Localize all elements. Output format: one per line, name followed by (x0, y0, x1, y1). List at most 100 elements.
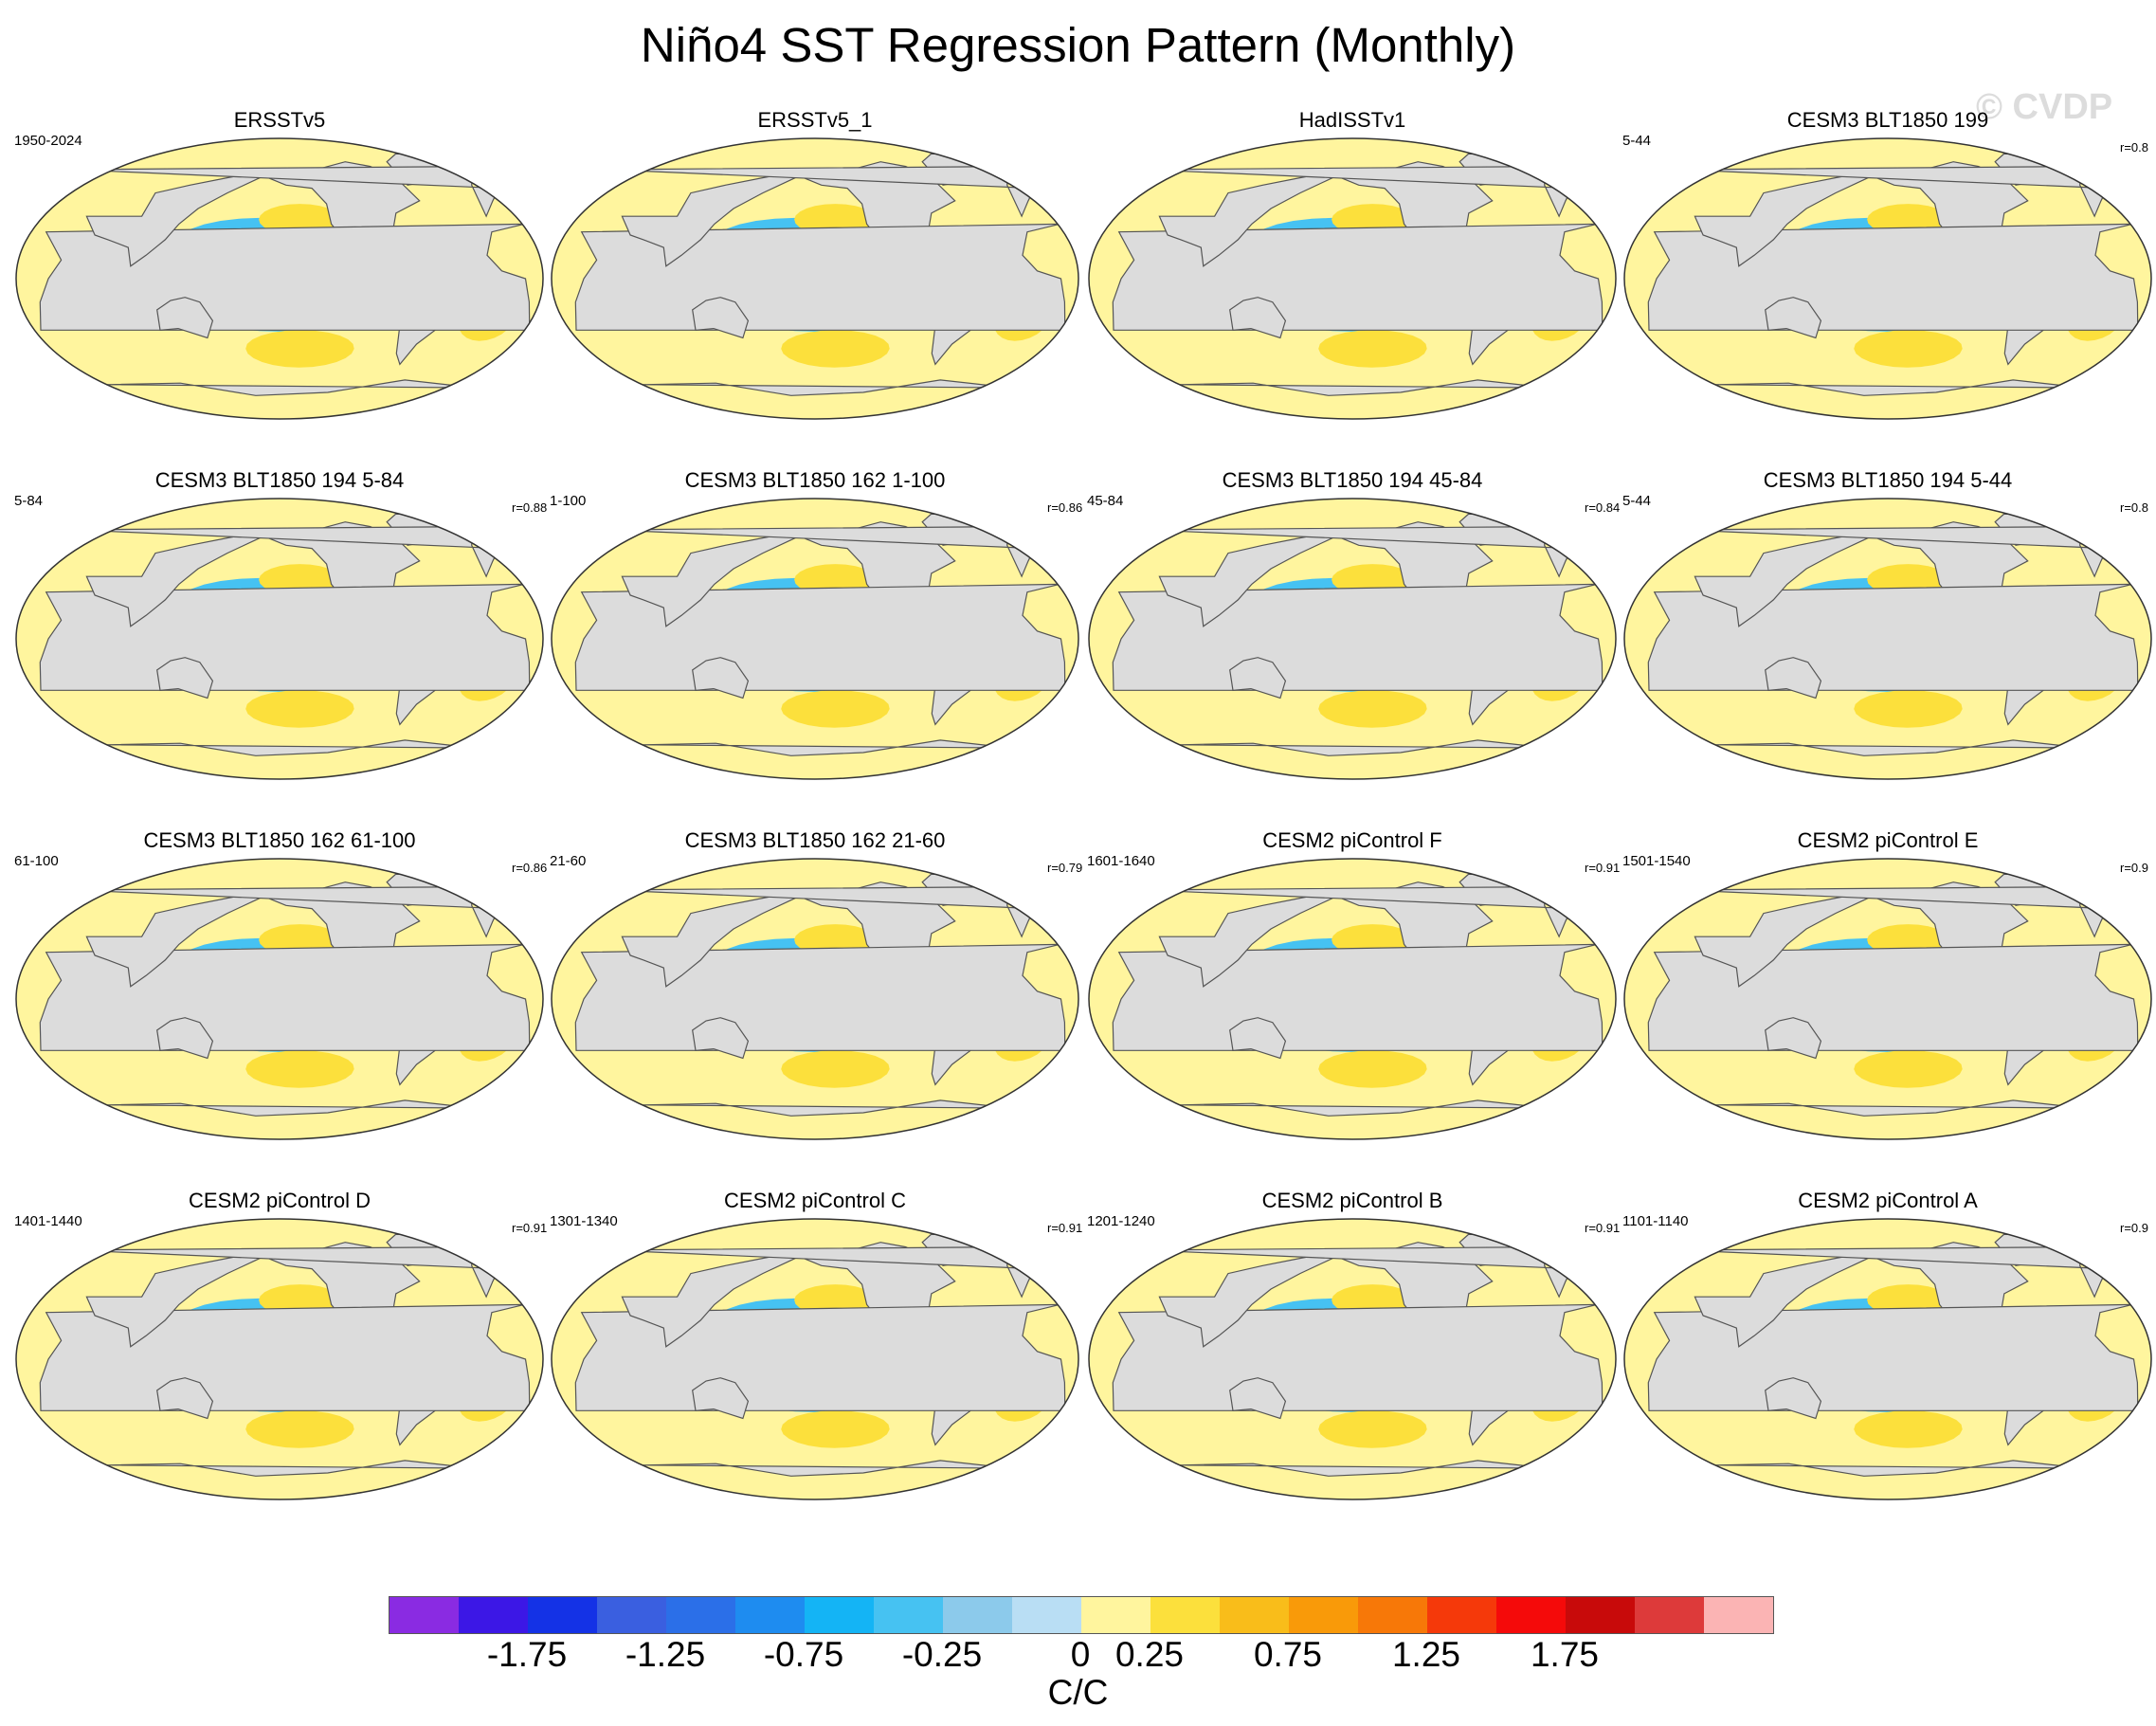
colorbar-swatch (1635, 1597, 1704, 1633)
australia-landmass (156, 1017, 214, 1060)
colorbar-swatch (1704, 1597, 1773, 1633)
map-cesm3 (15, 858, 544, 1140)
map-panel-3: HadISSTv1 (1087, 108, 1618, 440)
map-border (1623, 498, 2152, 780)
map-content (552, 1219, 1078, 1499)
map-panel-6: CESM3 BLT1850 162 1-100 1-100 r=0.86 (550, 468, 1082, 800)
colorbar-tick-label: -0.75 (763, 1635, 844, 1674)
panel-period-label: 61-100 (14, 853, 59, 869)
south-pacific-warm (245, 690, 354, 728)
panel-title: CESM2 piControl A (1798, 1189, 1978, 1212)
panel-title: CESM2 piControl B (1261, 1189, 1443, 1212)
map-border (15, 1218, 544, 1500)
south-pacific-warm (781, 330, 890, 368)
eurasia-east-landmass (85, 532, 263, 627)
eurasia-east-landmass (85, 892, 263, 988)
colorbar-units-label: C/C (1047, 1673, 1109, 1712)
eurasia-east-landmass (621, 1252, 798, 1348)
map-border (551, 137, 1079, 420)
map-border (1623, 858, 2152, 1140)
australia-landmass (1229, 657, 1287, 699)
eurasia-east-landmass (85, 1252, 263, 1348)
eurasia-east-landmass (1158, 1252, 1335, 1348)
map-observed (551, 137, 1079, 420)
colorbar-swatch (943, 1597, 1012, 1633)
panel-correlation-label: r=0.91 (1585, 1221, 1621, 1235)
colorbar-tick-label: -1.25 (625, 1635, 706, 1674)
colorbar-swatch (1081, 1597, 1150, 1633)
eurasia-east-landmass (1158, 892, 1335, 988)
panel-correlation-label: r=0.8 (2120, 140, 2148, 154)
map-content (1624, 138, 2151, 419)
south-pacific-warm (1854, 330, 1963, 368)
map-border (551, 858, 1079, 1140)
panel-period-label: 1501-1540 (1622, 853, 1691, 869)
map-panel-13: CESM2 piControl D 1401-1440 r=0.91 (14, 1189, 548, 1520)
map-border (551, 1218, 1079, 1500)
colorbar-swatch (1220, 1597, 1289, 1633)
map-content (1624, 1219, 2151, 1499)
colorbar-tick-labels: -1.75 -1.25 -0.75 -0.25 0 0.25 0.75 1.25 1.75 (0, 1635, 2156, 1682)
eurasia-east-landmass (1158, 172, 1335, 267)
map-panel-16: CESM2 piControl A 1101-1140 r=0.9 (1622, 1189, 2153, 1520)
panel-title: CESM3 BLT1850 162 1-100 (684, 468, 946, 492)
colorbar-tick-label: 1.25 (1391, 1635, 1460, 1674)
map-panel-7: CESM3 BLT1850 194 45-84 45-84 r=0.84 (1087, 468, 1621, 800)
colorbar-tick-label: -0.25 (901, 1635, 983, 1674)
panel-period-label: 1601-1640 (1087, 853, 1155, 869)
colorbar-swatch (1358, 1597, 1427, 1633)
map-border (1088, 1218, 1617, 1500)
colorbar-tick-label: 0.25 (1114, 1635, 1184, 1674)
eurasia-east-landmass (1694, 172, 1871, 267)
panel-title: CESM2 piControl F (1262, 828, 1442, 852)
south-pacific-warm (245, 1050, 354, 1088)
panel-correlation-label: r=0.91 (512, 1221, 548, 1235)
south-pacific-warm (1854, 1050, 1963, 1088)
map-cesm2 (15, 1218, 544, 1500)
map-border (1088, 858, 1617, 1140)
map-panel-12: CESM2 piControl E 1501-1540 r=0.9 (1622, 828, 2153, 1160)
map-cesm2 (1623, 858, 2152, 1140)
panel-period-label: 5-84 (14, 493, 44, 509)
map-panel-11: CESM2 piControl F 1601-1640 r=0.91 (1087, 828, 1620, 1160)
colorbar-swatch (666, 1597, 735, 1633)
panel-title: ERSSTv5 (233, 108, 326, 132)
south-pacific-warm (245, 330, 354, 368)
panel-title: ERSSTv5_1 (757, 108, 873, 132)
panel-period-label: 1301-1340 (550, 1213, 618, 1229)
south-pacific-warm (1318, 330, 1427, 368)
panel-period-label: 1-100 (550, 493, 587, 509)
map-border (1088, 137, 1617, 420)
south-pacific-warm (1318, 1050, 1427, 1088)
australia-landmass (156, 1377, 214, 1420)
panel-correlation-label: r=0.84 (1585, 500, 1621, 515)
map-content (1089, 1219, 1616, 1499)
map-panel-15: CESM2 piControl B 1201-1240 r=0.91 (1087, 1189, 1621, 1520)
eurasia-east-landmass (621, 892, 798, 988)
south-pacific-warm (781, 1050, 890, 1088)
colorbar-swatch (805, 1597, 874, 1633)
south-pacific-warm (781, 1410, 890, 1448)
map-panel-14: CESM2 piControl C 1301-1340 r=0.91 (550, 1189, 1082, 1520)
australia-landmass (692, 1017, 750, 1060)
map-cesm3 (551, 858, 1079, 1140)
map-content (1089, 499, 1616, 779)
colorbar-swatch (1427, 1597, 1496, 1633)
colorbar-tick-label: 0 (1070, 1635, 1091, 1674)
eurasia-east-landmass (1694, 532, 1871, 627)
map-border (1623, 1218, 2152, 1500)
panel-correlation-label: r=0.79 (1047, 861, 1083, 875)
panel-title: CESM3 BLT1850 162 21-60 (684, 828, 946, 852)
panel-correlation-label: r=0.9 (2120, 861, 2148, 875)
australia-landmass (1229, 297, 1287, 339)
colorbar-swatch (1150, 1597, 1220, 1633)
colorbar-swatch (597, 1597, 666, 1633)
panel-title: CESM3 BLT1850 194 5-44 (1763, 468, 2013, 492)
panel-period-label: 1201-1240 (1087, 1213, 1155, 1229)
map-cesm3 (15, 498, 544, 780)
panel-period-label: 5-44 (1622, 133, 1652, 149)
map-border (15, 498, 544, 780)
panel-period-label: 1401-1440 (14, 1213, 82, 1229)
map-border (15, 858, 544, 1140)
australia-landmass (692, 1377, 750, 1420)
